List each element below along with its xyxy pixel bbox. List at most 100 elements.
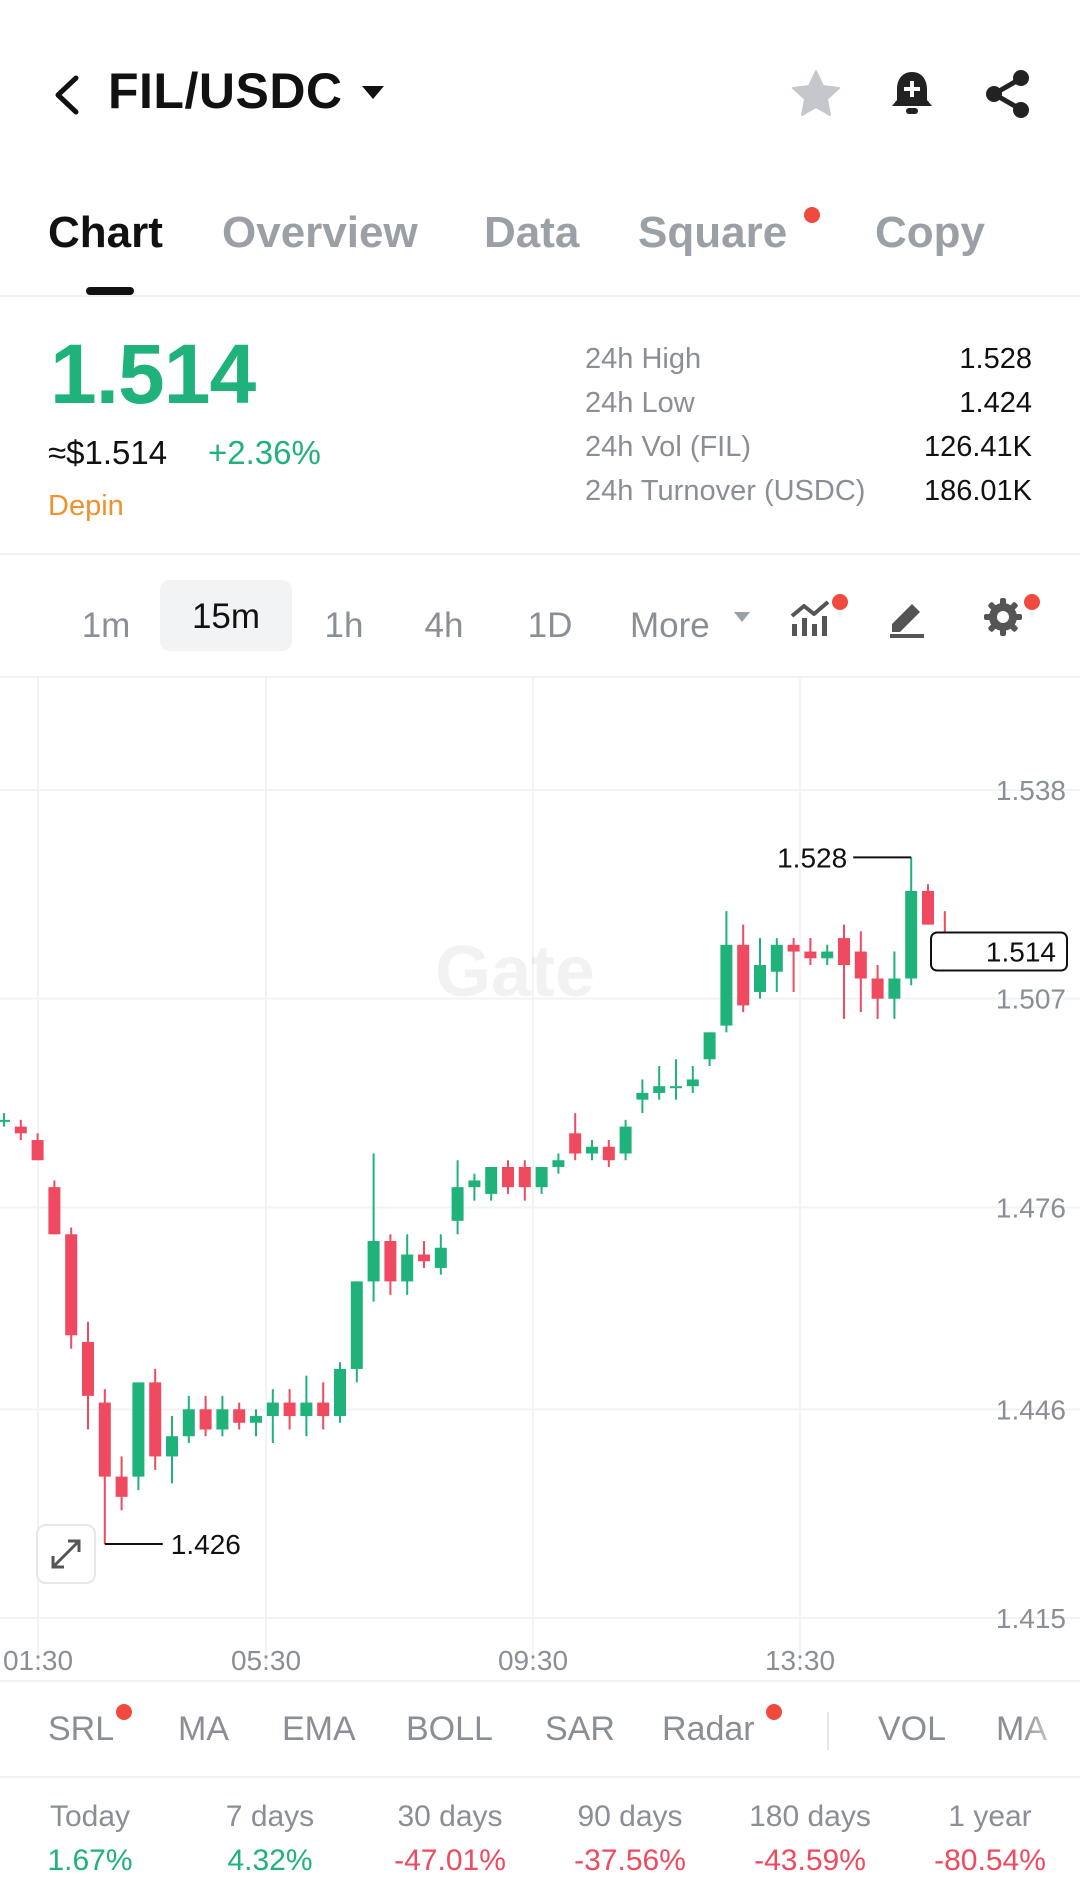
candle-body xyxy=(770,944,783,972)
back-button[interactable] xyxy=(48,70,88,120)
stat-label-low: 24h Low xyxy=(585,387,695,419)
interval-1d[interactable]: 1D xyxy=(527,606,573,645)
candle xyxy=(804,938,817,966)
interval-1h[interactable]: 1h xyxy=(324,606,364,645)
candle xyxy=(266,1389,279,1443)
candle-body xyxy=(199,1409,212,1430)
stat-label-turnover: 24h Turnover (USDC) xyxy=(585,475,866,507)
candle xyxy=(233,1402,246,1430)
indicators-button[interactable] xyxy=(788,594,834,640)
candle-body xyxy=(266,1402,279,1417)
chart-settings-button[interactable] xyxy=(980,594,1026,640)
tab-data[interactable]: Data xyxy=(484,208,580,257)
candle xyxy=(367,1153,380,1302)
candle xyxy=(14,1119,27,1141)
indicator-boll[interactable]: BOLL xyxy=(406,1710,493,1748)
indicator-srl[interactable]: SRL xyxy=(48,1710,115,1748)
interval-4h[interactable]: 4h xyxy=(424,606,464,645)
price-divider xyxy=(0,553,1080,555)
stat-value-turnover: 186.01K xyxy=(923,475,1032,507)
stat-value-high: 1.528 xyxy=(959,343,1032,375)
candle-body xyxy=(602,1146,615,1161)
chart-watermark: Gate xyxy=(435,932,595,1012)
price-alert-button[interactable] xyxy=(884,66,940,122)
candlestick-chart[interactable]: Gate 1.528 1.426 1.514 1.538 1.507 1.476 1.44… xyxy=(0,678,1080,1678)
y-tick-label: 1.415 xyxy=(996,1603,1066,1634)
tabs-divider xyxy=(0,295,1080,297)
interval-1m[interactable]: 1m xyxy=(81,606,131,645)
candle-body xyxy=(317,1402,330,1417)
candle xyxy=(485,1166,498,1201)
candle xyxy=(418,1241,430,1268)
candle xyxy=(838,924,850,1019)
candle-body xyxy=(182,1409,195,1437)
candle-body xyxy=(636,1092,649,1100)
tab-chart[interactable]: Chart xyxy=(48,208,163,257)
candle-body xyxy=(149,1382,162,1457)
gear-icon xyxy=(984,598,1022,636)
perf-label: 1 year xyxy=(948,1800,1032,1833)
indicators-notification-dot xyxy=(832,594,848,610)
candle-body xyxy=(48,1187,61,1235)
y-tick-label: 1.476 xyxy=(996,1192,1066,1223)
candle-body xyxy=(233,1409,246,1423)
sector-tag[interactable]: Depin xyxy=(48,490,124,522)
perf-value: -43.59% xyxy=(754,1844,866,1877)
candle-body xyxy=(838,938,850,966)
candle-body xyxy=(216,1409,229,1430)
y-tick-label: 1.446 xyxy=(996,1394,1066,1425)
stat-value-low: 1.424 xyxy=(959,387,1032,419)
candle xyxy=(854,931,867,1013)
candle-body xyxy=(569,1133,582,1154)
pair-dropdown-caret-icon[interactable] xyxy=(362,86,384,99)
candle xyxy=(0,1113,10,1127)
tab-copy[interactable]: Copy xyxy=(875,208,985,257)
indicator-divider xyxy=(0,1776,1080,1778)
indicator-radar[interactable]: Radar xyxy=(662,1710,755,1748)
indicator-ema[interactable]: EMA xyxy=(282,1710,356,1748)
candle xyxy=(888,951,901,1019)
perf-value: 1.67% xyxy=(47,1844,133,1877)
candle xyxy=(132,1382,145,1491)
interval-divider xyxy=(0,676,1080,678)
candle xyxy=(518,1160,531,1201)
candle xyxy=(199,1395,212,1437)
candle-body xyxy=(350,1281,363,1369)
star-icon xyxy=(792,70,840,116)
candle xyxy=(283,1389,296,1430)
candle-body xyxy=(703,1032,716,1060)
indicator-sar[interactable]: SAR xyxy=(545,1710,615,1748)
candle-body xyxy=(720,944,733,1026)
tab-square[interactable]: Square xyxy=(638,208,788,257)
x-tick-label: 05:30 xyxy=(231,1645,301,1676)
candle-body xyxy=(518,1166,531,1188)
candle-body xyxy=(434,1247,447,1268)
candle-body xyxy=(754,965,766,992)
candle-body xyxy=(98,1402,111,1477)
candle-body xyxy=(418,1254,430,1262)
y-tick-label: 1.538 xyxy=(996,775,1066,806)
indicator-vol[interactable]: VOL xyxy=(878,1710,947,1748)
candle xyxy=(535,1166,548,1194)
settings-notification-dot xyxy=(1024,594,1040,610)
perf-label: 90 days xyxy=(577,1800,683,1833)
tab-overview[interactable]: Overview xyxy=(222,208,418,257)
high-marker-label: 1.528 xyxy=(777,842,847,873)
candle xyxy=(115,1456,128,1511)
candle xyxy=(182,1395,195,1443)
share-button[interactable] xyxy=(980,66,1036,122)
candle xyxy=(31,1133,44,1161)
candle xyxy=(821,944,834,966)
pair-title[interactable]: FIL/USDC xyxy=(108,63,343,119)
stat-value-vol: 126.41K xyxy=(923,431,1032,463)
fullscreen-button[interactable] xyxy=(36,1524,96,1584)
favorite-button[interactable] xyxy=(788,66,844,122)
interval-more[interactable]: More xyxy=(630,606,710,645)
candle xyxy=(569,1113,582,1161)
candle-body xyxy=(485,1166,498,1194)
perf-label: 180 days xyxy=(749,1800,871,1833)
draw-tool-button[interactable] xyxy=(884,594,930,640)
indicator-ma[interactable]: MA xyxy=(178,1710,229,1748)
interval-15m[interactable]: 15m xyxy=(160,580,292,651)
x-tick-label: 09:30 xyxy=(498,1645,568,1676)
